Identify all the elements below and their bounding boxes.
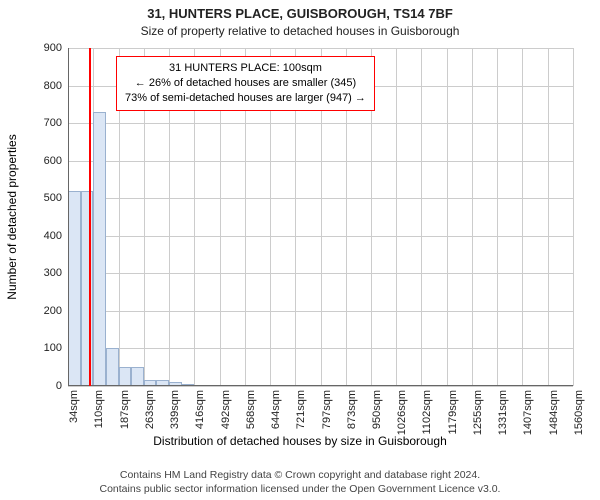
- x-tick-label: 263sqm: [144, 390, 156, 429]
- gridline-v: [573, 48, 574, 386]
- histogram-bar: [131, 367, 144, 386]
- x-tick-label: 721sqm: [295, 390, 307, 429]
- y-axis-label: Number of detached properties: [5, 134, 19, 299]
- y-tick-label: 800: [44, 80, 62, 92]
- x-tick-label: 1102sqm: [421, 390, 433, 434]
- x-tick-label: 187sqm: [119, 390, 131, 429]
- x-tick-label: 1331sqm: [497, 390, 509, 435]
- footer-line1: Contains HM Land Registry data © Crown c…: [0, 468, 600, 482]
- gridline-h: [68, 386, 573, 387]
- footer-text: Contains HM Land Registry data © Crown c…: [0, 468, 600, 496]
- gridline-v: [497, 48, 498, 386]
- histogram-bar: [106, 348, 119, 386]
- x-tick-label: 416sqm: [194, 390, 206, 429]
- x-tick-label: 1407sqm: [522, 390, 534, 435]
- gridline-v: [447, 48, 448, 386]
- histogram-bar: [68, 191, 81, 386]
- y-axis-line: [68, 48, 69, 386]
- annotation-box: 31 HUNTERS PLACE: 100sqm← 26% of detache…: [116, 56, 375, 111]
- x-tick-label: 34sqm: [68, 390, 80, 423]
- gridline-v: [548, 48, 549, 386]
- x-axis-label: Distribution of detached houses by size …: [0, 434, 600, 448]
- y-tick-label: 500: [44, 192, 62, 204]
- x-tick-label: 1179sqm: [447, 390, 459, 434]
- x-tick-label: 110sqm: [93, 390, 105, 428]
- gridline-v: [396, 48, 397, 386]
- gridline-v: [421, 48, 422, 386]
- chart-title-line2: Size of property relative to detached ho…: [0, 24, 600, 38]
- y-tick-label: 200: [44, 305, 62, 317]
- x-tick-label: 1255sqm: [472, 390, 484, 435]
- x-tick-label: 873sqm: [346, 390, 358, 429]
- y-tick-label: 700: [44, 117, 62, 129]
- gridline-v: [522, 48, 523, 386]
- annotation-line: 73% of semi-detached houses are larger (…: [125, 91, 366, 106]
- annotation-line: ← 26% of detached houses are smaller (34…: [125, 76, 366, 91]
- y-tick-label: 0: [56, 380, 62, 392]
- x-tick-label: 492sqm: [220, 390, 232, 429]
- x-tick-label: 1484sqm: [548, 390, 560, 435]
- footer-line2: Contains public sector information licen…: [0, 482, 600, 496]
- y-tick-label: 400: [44, 230, 62, 242]
- chart-container: { "title": { "line1": "31, HUNTERS PLACE…: [0, 0, 600, 500]
- y-tick-label: 300: [44, 267, 62, 279]
- y-tick-label: 900: [44, 42, 62, 54]
- histogram-bar: [81, 191, 94, 386]
- x-axis-line: [68, 385, 573, 386]
- x-tick-label: 644sqm: [270, 390, 282, 429]
- y-tick-label: 100: [44, 342, 62, 354]
- chart-title-line1: 31, HUNTERS PLACE, GUISBOROUGH, TS14 7BF: [0, 6, 600, 21]
- x-tick-label: 1026sqm: [396, 390, 408, 435]
- histogram-bar: [93, 112, 106, 386]
- y-tick-label: 600: [44, 155, 62, 167]
- x-tick-label: 797sqm: [321, 390, 333, 429]
- x-tick-label: 950sqm: [371, 390, 383, 429]
- annotation-line: 31 HUNTERS PLACE: 100sqm: [125, 61, 366, 76]
- x-tick-label: 1560sqm: [573, 390, 585, 435]
- x-tick-label: 568sqm: [245, 390, 257, 429]
- x-tick-label: 339sqm: [169, 390, 181, 429]
- property-marker-line: [89, 48, 91, 386]
- gridline-v: [472, 48, 473, 386]
- histogram-bar: [119, 367, 132, 386]
